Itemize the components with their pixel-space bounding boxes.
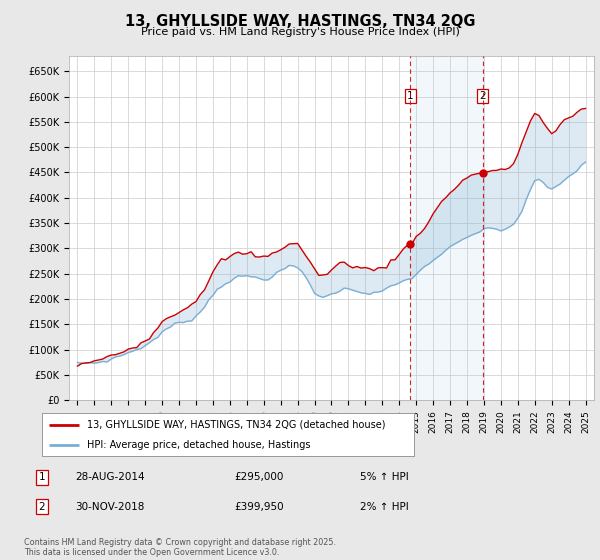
Text: 2: 2: [38, 502, 46, 512]
Bar: [410, 56, 482, 400]
Text: HPI: Average price, detached house, Hastings: HPI: Average price, detached house, Hast…: [86, 440, 310, 450]
Text: Contains HM Land Registry data © Crown copyright and database right 2025.
This d: Contains HM Land Registry data © Crown c…: [24, 538, 336, 557]
Text: 13, GHYLLSIDE WAY, HASTINGS, TN34 2QG (detached house): 13, GHYLLSIDE WAY, HASTINGS, TN34 2QG (d…: [86, 420, 385, 430]
Text: £295,000: £295,000: [234, 472, 283, 482]
Text: 1: 1: [407, 91, 413, 101]
Text: 1: 1: [38, 472, 46, 482]
Text: 30-NOV-2018: 30-NOV-2018: [75, 502, 145, 512]
Text: £399,950: £399,950: [234, 502, 284, 512]
Text: 28-AUG-2014: 28-AUG-2014: [75, 472, 145, 482]
Text: 13, GHYLLSIDE WAY, HASTINGS, TN34 2QG: 13, GHYLLSIDE WAY, HASTINGS, TN34 2QG: [125, 14, 475, 29]
Text: 2% ↑ HPI: 2% ↑ HPI: [360, 502, 409, 512]
Text: 5% ↑ HPI: 5% ↑ HPI: [360, 472, 409, 482]
Text: 2: 2: [479, 91, 486, 101]
Text: Price paid vs. HM Land Registry's House Price Index (HPI): Price paid vs. HM Land Registry's House …: [140, 27, 460, 37]
